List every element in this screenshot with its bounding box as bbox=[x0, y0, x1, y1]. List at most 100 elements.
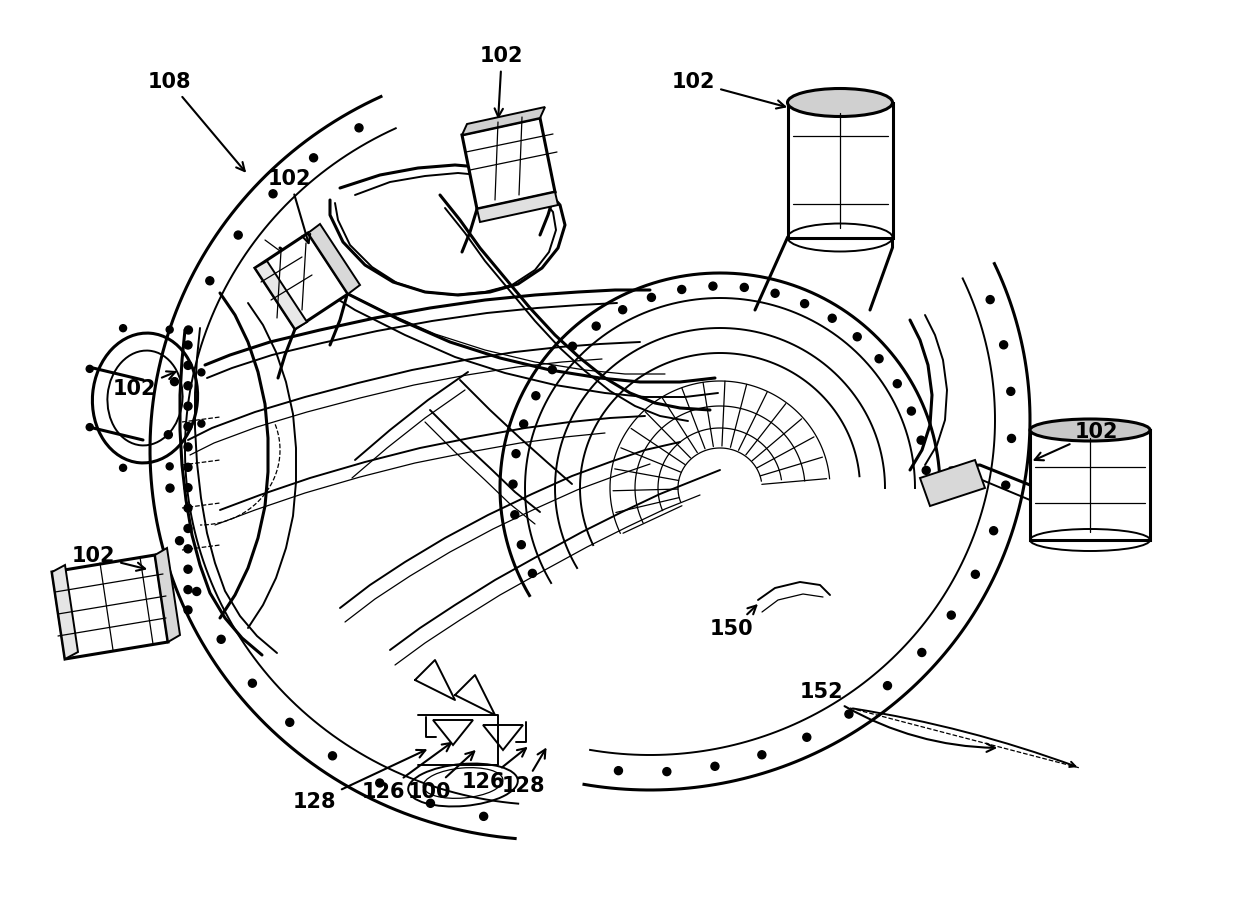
Polygon shape bbox=[463, 118, 556, 209]
Text: 102: 102 bbox=[672, 72, 785, 108]
Circle shape bbox=[918, 649, 926, 657]
Circle shape bbox=[532, 392, 539, 400]
Circle shape bbox=[184, 341, 192, 349]
Text: 128: 128 bbox=[502, 750, 546, 796]
Circle shape bbox=[427, 799, 434, 807]
Circle shape bbox=[269, 190, 277, 198]
Circle shape bbox=[184, 586, 192, 594]
Circle shape bbox=[87, 423, 93, 431]
Circle shape bbox=[923, 467, 930, 475]
Circle shape bbox=[285, 718, 294, 726]
Polygon shape bbox=[52, 555, 167, 659]
Circle shape bbox=[184, 361, 192, 369]
Polygon shape bbox=[477, 192, 558, 222]
Polygon shape bbox=[308, 224, 360, 294]
Circle shape bbox=[758, 751, 766, 759]
Circle shape bbox=[184, 524, 192, 532]
Polygon shape bbox=[920, 460, 985, 506]
Circle shape bbox=[480, 813, 487, 820]
Circle shape bbox=[663, 768, 671, 776]
Text: 126: 126 bbox=[362, 743, 451, 802]
Circle shape bbox=[771, 289, 779, 297]
Ellipse shape bbox=[1030, 419, 1149, 441]
Text: 128: 128 bbox=[293, 750, 425, 812]
Circle shape bbox=[678, 286, 686, 294]
Circle shape bbox=[918, 436, 925, 444]
Circle shape bbox=[619, 305, 626, 314]
Circle shape bbox=[376, 779, 383, 787]
Circle shape bbox=[184, 504, 192, 512]
Circle shape bbox=[184, 545, 192, 553]
Polygon shape bbox=[463, 107, 546, 135]
Circle shape bbox=[999, 341, 1008, 349]
Circle shape bbox=[184, 606, 192, 614]
Circle shape bbox=[802, 733, 811, 742]
Text: 102: 102 bbox=[268, 169, 311, 243]
Polygon shape bbox=[255, 233, 348, 329]
Circle shape bbox=[875, 355, 883, 363]
Text: 102: 102 bbox=[1034, 422, 1118, 460]
Circle shape bbox=[87, 366, 93, 372]
Circle shape bbox=[248, 679, 257, 687]
Polygon shape bbox=[787, 103, 893, 238]
Circle shape bbox=[709, 282, 717, 290]
Circle shape bbox=[198, 420, 205, 427]
Text: 126: 126 bbox=[463, 748, 526, 792]
Circle shape bbox=[198, 369, 205, 376]
Text: 108: 108 bbox=[148, 72, 244, 171]
Polygon shape bbox=[1030, 430, 1149, 540]
Polygon shape bbox=[255, 261, 308, 329]
Circle shape bbox=[740, 284, 748, 291]
Circle shape bbox=[206, 277, 213, 285]
Circle shape bbox=[801, 300, 808, 307]
Circle shape bbox=[119, 324, 126, 332]
Circle shape bbox=[192, 587, 201, 596]
Circle shape bbox=[853, 332, 862, 341]
Circle shape bbox=[166, 484, 174, 492]
Circle shape bbox=[828, 314, 836, 323]
Text: 150: 150 bbox=[711, 605, 756, 639]
Circle shape bbox=[647, 294, 656, 302]
Circle shape bbox=[165, 431, 172, 439]
Circle shape bbox=[217, 635, 226, 643]
Polygon shape bbox=[155, 548, 180, 642]
Circle shape bbox=[166, 326, 174, 333]
Circle shape bbox=[844, 710, 853, 718]
Circle shape bbox=[883, 682, 892, 689]
Text: 100: 100 bbox=[408, 751, 474, 802]
Circle shape bbox=[310, 154, 317, 162]
Circle shape bbox=[528, 569, 537, 578]
Circle shape bbox=[971, 570, 980, 578]
Circle shape bbox=[184, 463, 192, 471]
Circle shape bbox=[511, 511, 518, 519]
Text: 152: 152 bbox=[800, 682, 994, 752]
Circle shape bbox=[615, 767, 622, 775]
Circle shape bbox=[986, 296, 994, 304]
Circle shape bbox=[1002, 481, 1009, 489]
Text: 102: 102 bbox=[480, 46, 523, 117]
Circle shape bbox=[171, 378, 179, 386]
Circle shape bbox=[990, 527, 998, 534]
Circle shape bbox=[185, 326, 192, 334]
Circle shape bbox=[947, 611, 955, 619]
Circle shape bbox=[234, 231, 242, 239]
Circle shape bbox=[184, 565, 192, 573]
Circle shape bbox=[184, 484, 192, 492]
Ellipse shape bbox=[787, 88, 893, 116]
Text: 102: 102 bbox=[72, 546, 145, 571]
Circle shape bbox=[593, 323, 600, 330]
Polygon shape bbox=[52, 565, 78, 659]
Circle shape bbox=[184, 443, 192, 450]
Circle shape bbox=[517, 541, 526, 549]
Circle shape bbox=[184, 402, 192, 410]
Circle shape bbox=[512, 450, 520, 458]
Circle shape bbox=[568, 342, 577, 350]
Circle shape bbox=[711, 762, 719, 770]
Circle shape bbox=[510, 480, 517, 488]
Circle shape bbox=[548, 366, 557, 374]
Circle shape bbox=[119, 464, 126, 471]
Circle shape bbox=[166, 463, 174, 469]
Circle shape bbox=[355, 123, 363, 132]
Circle shape bbox=[1008, 434, 1016, 442]
Circle shape bbox=[893, 379, 901, 387]
